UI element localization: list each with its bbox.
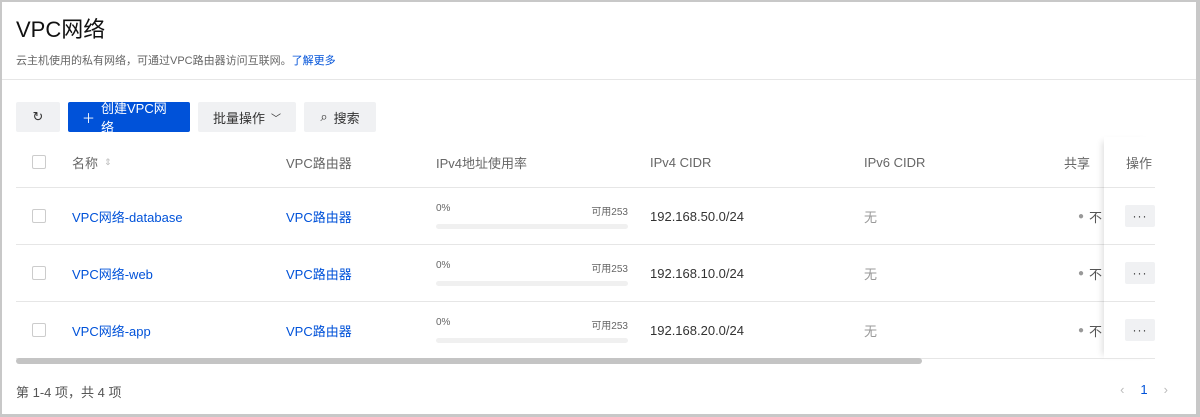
fixed-actions-column: 操作 ··· ··· ··· — [1104, 137, 1155, 359]
table-header: 名称 ⇕ VPC路由器 IPv4地址使用率 IPv4 CIDR IPv6 CIDR… — [16, 137, 1155, 188]
toolbar: ↻ ＋ 创建VPC网络 批量操作 ﹀ ⌕ 搜索 — [16, 101, 376, 135]
user-icon: ● — [1078, 210, 1085, 222]
available-count: 可用253 — [591, 207, 628, 218]
subtitle-text: 云主机使用的私有网络，可通过VPC路由器访问互联网。 — [16, 55, 292, 67]
pagination-summary: 第 1-4 项，共 4 项 — [16, 385, 122, 400]
ipv6-cidr: 无 — [864, 266, 878, 282]
col-shared: 共享 — [1064, 155, 1091, 171]
usage-bar — [436, 224, 628, 229]
ipv4-cidr: 192.168.50.0/24 — [650, 208, 744, 224]
refresh-icon: ↻ — [32, 109, 44, 124]
search-label: 搜索 — [333, 110, 360, 126]
ipv4-cidr: 192.168.10.0/24 — [650, 265, 744, 281]
col-name[interactable]: 名称 ⇕ — [72, 137, 112, 187]
actions-cell: ··· — [1104, 302, 1155, 359]
page-subtitle: 云主机使用的私有网络，可通过VPC路由器访问互联网。了解更多 — [16, 52, 1182, 68]
batch-actions-dropdown[interactable]: 批量操作 ﹀ — [198, 102, 296, 132]
available-count: 可用253 — [591, 264, 628, 275]
ipv6-cidr: 无 — [864, 209, 878, 225]
row-checkbox[interactable] — [32, 266, 46, 280]
more-actions-button[interactable]: ··· — [1125, 205, 1155, 227]
row-checkbox[interactable] — [32, 323, 46, 337]
actions-cell: ··· — [1104, 188, 1155, 245]
user-icon: ● — [1078, 324, 1085, 336]
actions-cell: ··· — [1104, 245, 1155, 302]
page-header: VPC网络 云主机使用的私有网络，可通过VPC路由器访问互联网。了解更多 — [2, 2, 1196, 80]
table-row: VPC网络-app VPC路由器 0% 可用253 192.168.20.0/24… — [16, 302, 1155, 359]
refresh-button[interactable]: ↻ — [16, 102, 60, 132]
usage-cell: 0% 可用253 — [436, 188, 628, 244]
chevron-down-icon: ﹀ — [271, 113, 281, 125]
select-all-checkbox[interactable] — [32, 155, 46, 169]
col-usage: IPv4地址使用率 — [436, 155, 528, 171]
search-button[interactable]: ⌕ 搜索 — [304, 102, 376, 132]
router-link[interactable]: VPC路由器 — [286, 209, 352, 225]
usage-percent: 0% — [436, 260, 451, 271]
shared-text: 不 — [1089, 323, 1103, 339]
table-row: VPC网络-web VPC路由器 0% 可用253 192.168.10.0/24… — [16, 245, 1155, 302]
learn-more-link[interactable]: 了解更多 — [291, 55, 336, 67]
shared-cell: ● 不 — [1078, 245, 1104, 301]
more-actions-button[interactable]: ··· — [1125, 262, 1155, 284]
search-icon: ⌕ — [320, 109, 328, 124]
router-link[interactable]: VPC路由器 — [286, 266, 352, 282]
shared-text: 不 — [1089, 266, 1103, 282]
usage-cell: 0% 可用253 — [436, 245, 628, 301]
usage-cell: 0% 可用253 — [436, 302, 628, 358]
col-ipv4: IPv4 CIDR — [650, 154, 712, 170]
prev-page-button[interactable]: ‹ — [1120, 382, 1125, 397]
create-label: 创建VPC网络 — [101, 101, 167, 135]
col-actions: 操作 — [1104, 137, 1155, 188]
usage-bar — [436, 338, 628, 343]
col-label: 名称 — [72, 155, 99, 171]
usage-percent: 0% — [436, 203, 451, 214]
usage-percent: 0% — [436, 317, 451, 328]
row-checkbox[interactable] — [32, 209, 46, 223]
usage-bar — [436, 281, 628, 286]
col-ipv6: IPv6 CIDR — [864, 154, 926, 170]
shared-cell: ● 不 — [1078, 188, 1104, 244]
vpc-name-link[interactable]: VPC网络-database — [72, 209, 183, 225]
ipv4-cidr: 192.168.20.0/24 — [650, 322, 744, 338]
vpc-name-link[interactable]: VPC网络-app — [72, 323, 151, 339]
sort-icon[interactable]: ⇕ — [104, 156, 112, 167]
available-count: 可用253 — [591, 321, 628, 332]
shared-text: 不 — [1089, 209, 1103, 225]
batch-label: 批量操作 — [212, 110, 265, 126]
more-actions-button[interactable]: ··· — [1125, 319, 1155, 341]
router-link[interactable]: VPC路由器 — [286, 323, 352, 339]
create-vpc-button[interactable]: ＋ 创建VPC网络 — [68, 101, 190, 135]
col-router: VPC路由器 — [286, 155, 352, 171]
ipv6-cidr: 无 — [864, 323, 878, 339]
page-1-button[interactable]: 1 — [1140, 382, 1148, 397]
plus-icon: ＋ — [82, 110, 96, 126]
user-icon: ● — [1078, 267, 1085, 279]
next-page-button[interactable]: › — [1163, 382, 1168, 397]
pagination: ‹ 1 › — [1120, 382, 1168, 397]
page-title: VPC网络 — [16, 17, 106, 42]
vpc-name-link[interactable]: VPC网络-web — [72, 266, 153, 282]
shared-cell: ● 不 — [1078, 302, 1104, 358]
horizontal-scrollbar[interactable] — [16, 358, 922, 364]
table-row: VPC网络-database VPC路由器 0% 可用253 192.168.50… — [16, 188, 1155, 245]
